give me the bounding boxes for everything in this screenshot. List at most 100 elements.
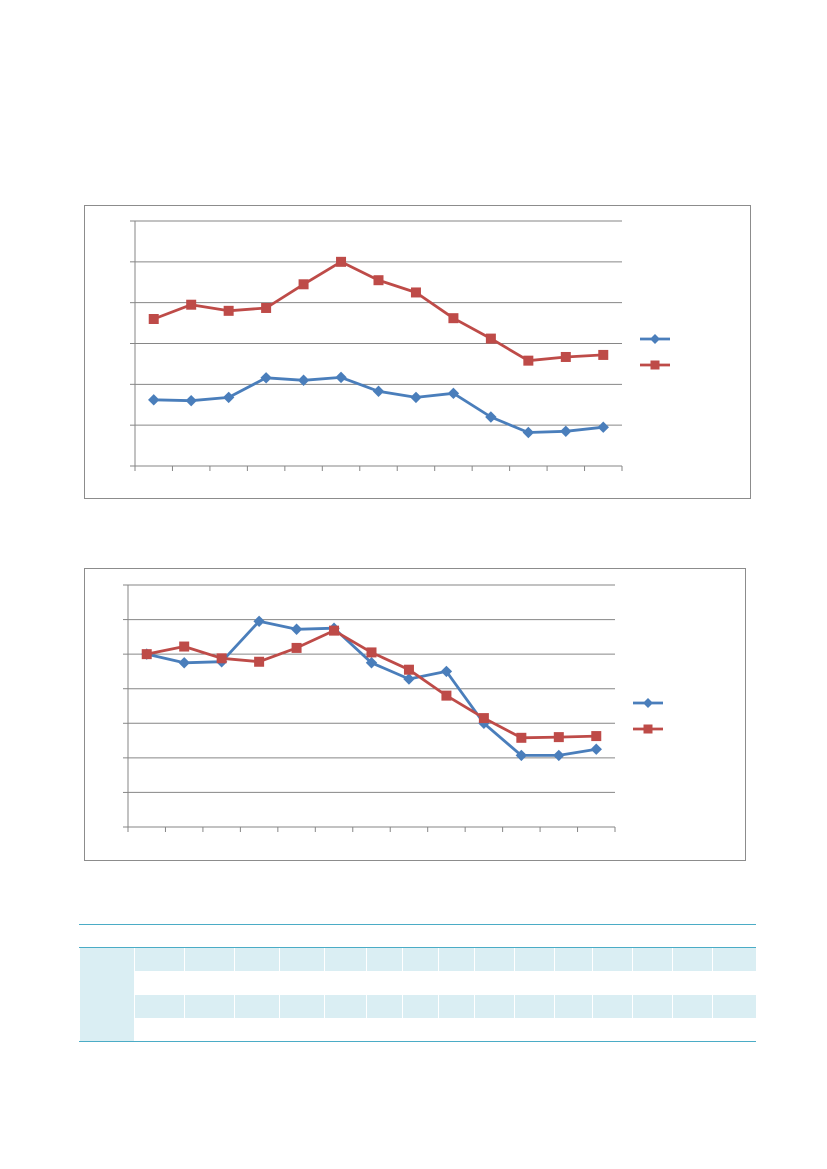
table-cell xyxy=(438,994,475,1018)
table-cell xyxy=(366,947,403,972)
table-cell xyxy=(279,947,325,972)
table-cell xyxy=(554,947,593,972)
table-cell xyxy=(592,947,633,972)
table-cell xyxy=(402,1017,439,1042)
chart-2-series-1-point xyxy=(590,743,602,755)
table-cell xyxy=(184,971,235,995)
chart-2-series-2-point xyxy=(179,641,190,652)
chart-2-series-1-point xyxy=(365,657,378,669)
table-cell xyxy=(279,1017,325,1042)
table-cell xyxy=(134,1017,185,1042)
table-cell xyxy=(672,994,713,1018)
table-cell xyxy=(324,971,367,995)
table-cell xyxy=(712,947,756,972)
chart-2-series-2-point xyxy=(141,649,152,660)
chart-1-series-1-point xyxy=(410,391,422,404)
table-cell xyxy=(279,994,325,1018)
table-cell xyxy=(672,971,713,995)
table-cell xyxy=(402,971,439,995)
chart-2-series-2-point xyxy=(403,664,414,675)
table-row xyxy=(79,971,756,995)
table-cell xyxy=(514,947,555,972)
chart-2-series-1-point xyxy=(515,749,528,762)
chart-2-series-1-point xyxy=(290,623,303,635)
table-cell xyxy=(474,923,515,949)
table-cell xyxy=(514,971,555,995)
table-cell xyxy=(438,1017,475,1042)
chart-1-series-2-point xyxy=(560,351,571,362)
chart-1 xyxy=(84,205,751,499)
table-cell xyxy=(324,1017,367,1042)
table-row-label-cell xyxy=(79,947,135,972)
chart-1-series-1-point xyxy=(560,425,572,437)
chart-1-legend-marker-2 xyxy=(650,360,660,370)
chart-2-series-2-point xyxy=(441,690,452,701)
table-cell xyxy=(134,947,185,972)
table-cell xyxy=(438,971,475,995)
table-cell xyxy=(474,947,515,972)
table-cell xyxy=(184,1017,235,1042)
table-cell xyxy=(234,1017,280,1042)
table-cell xyxy=(234,923,280,949)
chart-1-series-2-point xyxy=(223,305,234,316)
table-cell xyxy=(402,947,439,972)
table-cell xyxy=(234,947,280,972)
table-row-label-cell xyxy=(79,971,135,995)
table-row-label-cell xyxy=(79,923,135,949)
table-cell xyxy=(514,994,555,1018)
table-cell xyxy=(402,994,439,1018)
table-cell xyxy=(234,971,280,995)
table-cell xyxy=(592,1017,633,1042)
chart-1-series-1-point xyxy=(222,391,235,404)
table-cell xyxy=(592,923,633,949)
table-cell xyxy=(632,947,673,972)
table-cell xyxy=(279,923,325,949)
table-cell xyxy=(366,971,403,995)
table-cell xyxy=(474,1017,515,1042)
table-cell xyxy=(474,971,515,995)
table-cell xyxy=(672,947,713,972)
chart-1-series-1-point xyxy=(522,426,535,439)
chart-2 xyxy=(84,568,746,861)
chart-1-series-2-point xyxy=(373,275,384,286)
table-cell xyxy=(712,923,756,949)
chart-2-series-2-point xyxy=(591,731,602,742)
chart-2-series-1-point xyxy=(403,673,415,685)
table-cell xyxy=(402,923,439,949)
chart-2-series-1-point xyxy=(440,665,453,678)
table-cell xyxy=(592,971,633,995)
chart-2-series-2-point xyxy=(254,656,265,667)
chart-1-plot xyxy=(130,220,670,471)
table-row xyxy=(79,947,756,972)
table-cell xyxy=(438,923,475,949)
chart-1-series-2-point xyxy=(186,299,197,310)
table-row-label-cell xyxy=(79,994,135,1018)
chart-1-series-1-point xyxy=(148,394,160,406)
chart-1-series-2-point xyxy=(448,313,459,324)
table-cell xyxy=(324,947,367,972)
chart-1-series-2-point xyxy=(598,349,609,360)
table-cell xyxy=(712,1017,756,1042)
table-row xyxy=(79,1017,756,1042)
chart-2-series-2-point xyxy=(291,642,302,653)
table-cell xyxy=(514,923,555,949)
table-cell xyxy=(554,923,593,949)
table-cell xyxy=(324,994,367,1018)
chart-2-series-2-point xyxy=(216,653,227,664)
chart-1-series-1-point xyxy=(447,387,460,400)
chart-1-series-1-point xyxy=(260,372,272,384)
data-table xyxy=(79,923,756,1042)
table-cell xyxy=(134,994,185,1018)
chart-2-series-1-point xyxy=(253,615,265,628)
table-cell xyxy=(554,1017,593,1042)
table-cell xyxy=(514,1017,555,1042)
chart-1-series-2-point xyxy=(410,287,421,298)
table-cell xyxy=(592,994,633,1018)
table-cell xyxy=(672,1017,713,1042)
chart-1-series-2-point xyxy=(523,355,534,366)
table-cell xyxy=(632,923,673,949)
chart-1-series-1-point xyxy=(485,411,497,423)
table-body xyxy=(79,923,756,1042)
chart-2-series-2-point xyxy=(478,713,489,724)
table-cell xyxy=(184,947,235,972)
